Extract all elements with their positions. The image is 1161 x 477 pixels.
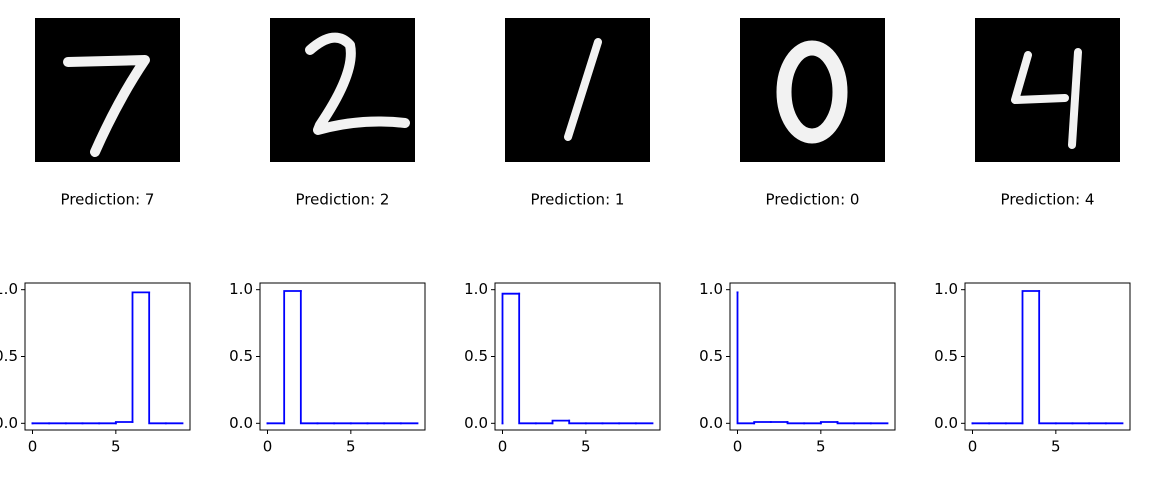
step-segment — [553, 421, 570, 424]
axes-frame — [25, 283, 190, 430]
y-tick-label: 1.0 — [934, 280, 958, 298]
step-segment — [133, 292, 150, 422]
image-title: Prediction: 2 — [296, 191, 390, 209]
y-tick-label: 0.0 — [229, 414, 253, 432]
y-tick-label: 0.0 — [0, 414, 18, 432]
x-tick-label: 0 — [263, 438, 273, 456]
image-title: Prediction: 1 — [531, 191, 625, 209]
x-tick-label: 5 — [816, 438, 826, 456]
x-tick-label: 5 — [111, 438, 121, 456]
step-segment — [1023, 291, 1040, 423]
x-tick-label: 5 — [1051, 438, 1061, 456]
x-tick-label: 0 — [498, 438, 508, 456]
figure: Prediction: 7 Prediction: 2 Prediction: 1 P… — [0, 0, 1161, 477]
image-title: Prediction: 4 — [1001, 191, 1095, 209]
y-tick-label: 1.0 — [229, 280, 253, 298]
axes-frame — [730, 283, 895, 430]
y-tick-label: 1.0 — [0, 280, 18, 298]
step-segment — [284, 291, 301, 423]
image — [505, 18, 650, 162]
y-tick-label: 0.0 — [934, 414, 958, 432]
step-segment — [754, 422, 771, 423]
step-segment — [788, 422, 805, 423]
step-segment — [569, 421, 586, 424]
y-tick-label: 1.0 — [699, 280, 723, 298]
y-tick-label: 0.5 — [229, 347, 253, 365]
step-segment — [503, 294, 520, 424]
x-tick-label: 0 — [968, 438, 978, 456]
digit-images — [35, 18, 1120, 162]
step-segment — [116, 422, 133, 423]
image — [35, 18, 180, 162]
step-segment — [301, 291, 318, 423]
y-tick-label: 1.0 — [464, 280, 488, 298]
step-segment — [149, 292, 166, 423]
y-tick-label: 0.5 — [934, 347, 958, 365]
x-tick-label: 0 — [733, 438, 743, 456]
y-tick-label: 0.5 — [699, 347, 723, 365]
image-title: Prediction: 7 — [61, 191, 155, 209]
x-tick-label: 5 — [346, 438, 356, 456]
x-tick-label: 5 — [581, 438, 591, 456]
step-segment — [519, 294, 536, 424]
step-segment — [738, 292, 755, 423]
y-tick-label: 0.5 — [0, 347, 18, 365]
step-segment — [838, 422, 855, 423]
y-tick-label: 0.5 — [464, 347, 488, 365]
image — [975, 18, 1120, 162]
y-tick-label: 0.0 — [464, 414, 488, 432]
image-title: Prediction: 0 — [766, 191, 860, 209]
y-tick-label: 0.0 — [699, 414, 723, 432]
step-segment — [821, 422, 838, 423]
axes-frame — [965, 283, 1130, 430]
x-tick-label: 0 — [28, 438, 38, 456]
step-segment — [1039, 291, 1056, 423]
